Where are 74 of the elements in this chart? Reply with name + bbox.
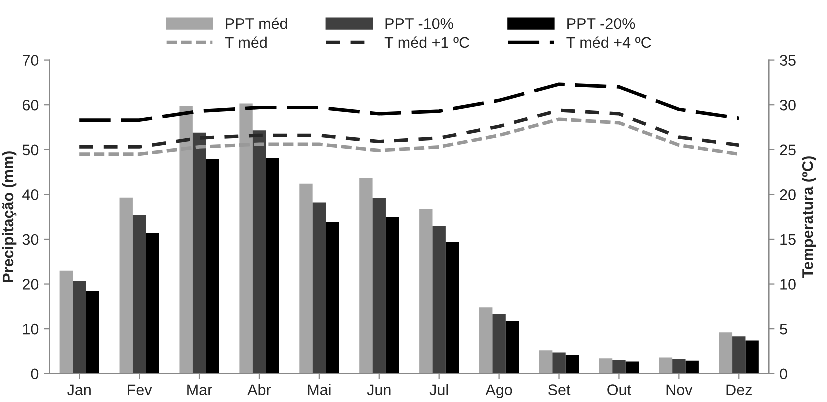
bar [686, 360, 699, 374]
x-tick-label: Out [608, 384, 632, 396]
x-tick-label: Ago [486, 384, 512, 399]
x-tick-label: Set [548, 384, 571, 396]
y-tick-label: 70 [22, 55, 39, 66]
bar [719, 332, 733, 374]
y-tick-label: 30 [22, 234, 39, 246]
bar [86, 291, 100, 374]
bar [552, 352, 566, 374]
bar [659, 358, 673, 374]
x-tick-label: Jan [68, 384, 91, 396]
bar [206, 159, 220, 374]
x-tick-label: Nov [666, 384, 693, 396]
bar [192, 132, 206, 374]
bar [240, 104, 253, 374]
x-tick-label: Fev [128, 384, 152, 396]
y2-tick-label: 25 [780, 144, 796, 156]
y2-tick-label: 0 [780, 368, 788, 380]
bar [326, 222, 340, 374]
bar [599, 358, 613, 374]
y2-tick-label: 20 [780, 190, 796, 200]
y2-axis-title: Temperatura (ºC) [802, 156, 816, 278]
bar [492, 314, 506, 374]
x-tick-label: Jul [430, 384, 448, 396]
bar [252, 130, 266, 374]
bar [146, 233, 160, 374]
legend-label: T méd +4 ºC [566, 36, 652, 48]
x-tick-label: Abr [248, 384, 272, 396]
y2-tick-label: 35 [780, 55, 796, 66]
y-tick-label: 50 [22, 144, 39, 156]
bar [732, 336, 746, 374]
bar [446, 242, 460, 374]
legend-label: PPT -20% [568, 18, 636, 30]
x-tick-label: Dez [726, 384, 752, 396]
x-tick-label: Mai [308, 384, 331, 396]
y-tick-label: 20 [22, 279, 39, 290]
bar [360, 178, 373, 374]
bar [432, 226, 446, 374]
bar [626, 362, 639, 374]
y2-tick-label: 30 [780, 100, 796, 111]
bar [672, 360, 686, 374]
legend-label: T méd +1 ºC [384, 36, 470, 48]
bar [480, 308, 493, 374]
bar [506, 321, 520, 374]
bar [386, 218, 400, 374]
bar [60, 270, 74, 374]
y-tick-label: 60 [22, 100, 39, 111]
bar [612, 360, 626, 374]
bar [312, 202, 326, 374]
bar [266, 158, 280, 374]
y-tick-label: 10 [23, 324, 39, 335]
legend-label: PPT -10% [386, 18, 454, 30]
bar [566, 355, 580, 374]
line-series [78, 108, 741, 149]
bar [300, 184, 313, 374]
y-tick-label: 40 [22, 190, 39, 200]
x-tick-label: Jun [367, 384, 391, 396]
bar [746, 340, 759, 374]
x-tick-label: Mar [188, 384, 212, 396]
bar [120, 198, 133, 374]
y2-tick-label: 5 [780, 324, 788, 335]
bar [180, 106, 193, 374]
y2-tick-label: 15 [780, 234, 796, 246]
bar [372, 198, 386, 374]
line-series [78, 82, 741, 122]
y-axis-title: Precipitação (mm) [2, 152, 17, 282]
bar [132, 215, 146, 374]
legend-label: T méd [225, 36, 267, 48]
y2-tick-label: 10 [780, 279, 796, 290]
bar [73, 281, 86, 374]
y-tick-label: 0 [31, 368, 39, 380]
bar [539, 350, 553, 374]
bar [420, 209, 433, 374]
legend-label: PPT méd [226, 18, 288, 30]
